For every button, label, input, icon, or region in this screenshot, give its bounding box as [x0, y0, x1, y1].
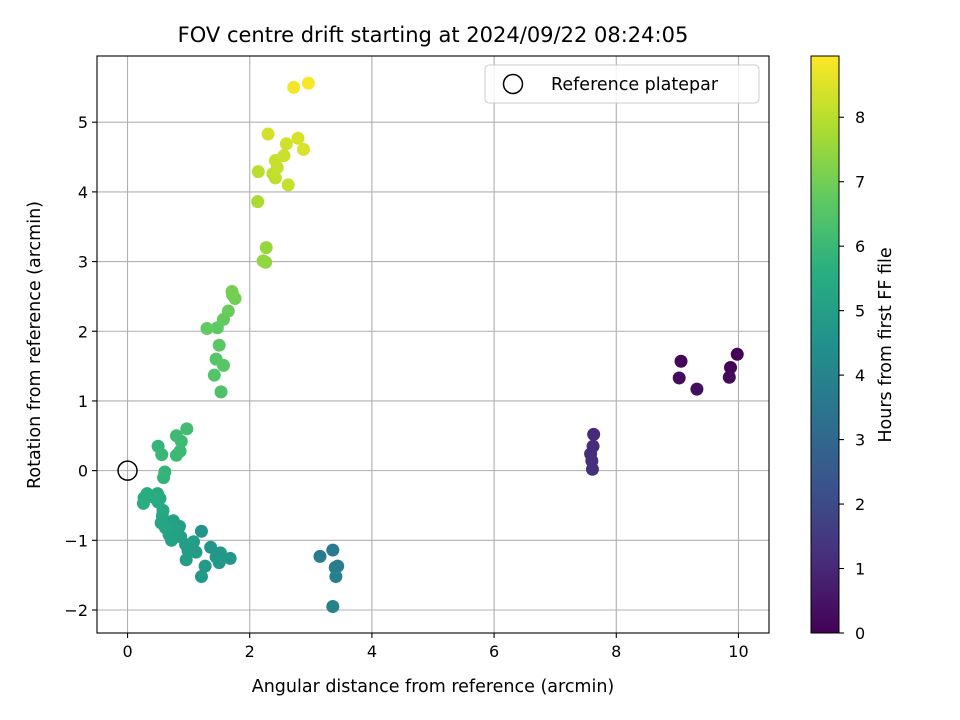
data-point — [259, 241, 273, 255]
colorbar-tick-label: 7 — [855, 173, 865, 192]
x-tick-label: 8 — [611, 642, 621, 661]
data-point — [329, 570, 343, 584]
legend-entry-label: Reference platepar — [551, 75, 719, 95]
legend-reference-marker — [502, 73, 524, 95]
y-tick-label: 2 — [78, 322, 88, 341]
data-point — [296, 142, 310, 156]
data-point — [216, 358, 230, 372]
y-axis-title: Rotation from reference (arcmin) — [25, 201, 45, 489]
y-tick-label: 3 — [78, 253, 88, 272]
data-point — [194, 524, 208, 538]
data-point — [155, 448, 169, 462]
data-points — [136, 76, 744, 614]
y-tick-label: −2 — [64, 601, 88, 620]
x-axis-title: Angular distance from reference (arcmin) — [252, 677, 615, 697]
data-point — [251, 165, 265, 179]
data-point — [724, 360, 738, 374]
y-tick-label: 5 — [78, 113, 88, 132]
reference-platepar-marker — [117, 460, 138, 481]
data-point — [261, 127, 275, 141]
data-point — [268, 171, 282, 185]
data-point — [136, 496, 150, 510]
x-axis-ticks: 0 2 4 6 8 10 — [122, 633, 749, 661]
colorbar-tick-label: 8 — [855, 108, 865, 127]
data-point — [194, 570, 208, 584]
colorbar-tick-label: 2 — [855, 495, 865, 514]
data-point — [326, 600, 340, 614]
colorbar-gradient — [810, 55, 840, 634]
data-point — [331, 559, 345, 573]
colorbar-tick-label: 3 — [855, 431, 865, 450]
data-point — [730, 347, 744, 361]
grid — [97, 56, 769, 633]
legend: Reference platepar — [484, 64, 760, 104]
data-point — [187, 535, 201, 549]
legend-box — [484, 64, 760, 104]
x-tick-label: 6 — [489, 642, 499, 661]
data-point — [674, 354, 688, 368]
x-tick-label: 2 — [245, 642, 255, 661]
data-point — [672, 371, 686, 385]
data-point — [279, 137, 293, 151]
data-point — [207, 368, 221, 382]
data-point — [281, 178, 295, 192]
data-point — [251, 195, 265, 209]
data-point — [198, 559, 212, 573]
data-point — [200, 321, 214, 335]
data-point — [722, 370, 736, 384]
data-point — [301, 76, 315, 90]
x-tick-label: 4 — [367, 642, 377, 661]
data-point — [213, 546, 227, 560]
x-tick-label: 10 — [728, 642, 748, 661]
colorbar-label: Hours from first FF file — [876, 247, 896, 442]
data-point — [169, 429, 183, 443]
y-tick-label: −1 — [64, 531, 88, 550]
data-point — [587, 427, 601, 441]
x-tick-label: 0 — [122, 642, 132, 661]
data-point — [256, 254, 270, 268]
y-tick-label: 1 — [78, 392, 88, 411]
data-point — [158, 465, 172, 479]
plot-frame — [96, 55, 770, 634]
colorbar: 0 1 2 3 4 5 6 7 8 Hours from first FF file — [810, 55, 896, 643]
data-point — [204, 540, 218, 554]
y-axis-ticks: −2 −1 0 1 2 3 4 5 — [64, 113, 97, 620]
colorbar-tick-label: 4 — [855, 366, 865, 385]
data-point — [291, 131, 305, 145]
data-point — [287, 80, 301, 94]
reference-marker-layer — [117, 460, 138, 481]
colorbar-tick-label: 1 — [855, 560, 865, 579]
colorbar-tick-label: 0 — [855, 624, 865, 643]
data-point — [212, 556, 226, 570]
colorbar-ticks: 0 1 2 3 4 5 6 7 8 — [839, 108, 865, 643]
data-point — [221, 304, 235, 318]
colorbar-tick-label: 5 — [855, 302, 865, 321]
data-point — [313, 549, 327, 563]
data-point — [212, 338, 226, 352]
data-point — [277, 149, 291, 163]
data-point — [214, 385, 228, 399]
data-point — [173, 444, 187, 458]
data-point — [690, 382, 704, 396]
y-tick-label: 4 — [78, 183, 88, 202]
chart-title: FOV centre drift starting at 2024/09/22 … — [178, 23, 689, 47]
data-point — [225, 285, 239, 299]
data-point — [585, 462, 599, 476]
y-tick-label: 0 — [78, 462, 88, 481]
data-point — [326, 543, 340, 557]
data-point — [180, 422, 194, 436]
data-point — [223, 551, 237, 565]
colorbar-tick-label: 6 — [855, 237, 865, 256]
